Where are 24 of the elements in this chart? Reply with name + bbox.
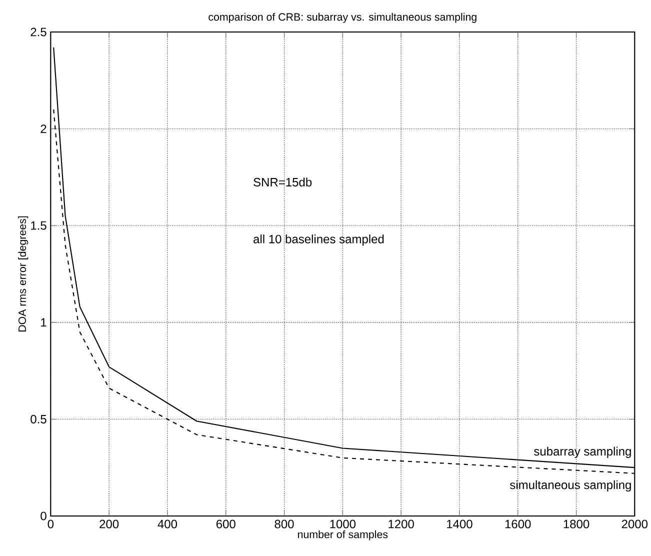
x-tick-label: 2000 bbox=[622, 520, 648, 528]
y-tick-label: 0.5 bbox=[30, 414, 46, 424]
x-tick-label: 1600 bbox=[505, 520, 531, 528]
series-label: subarray sampling bbox=[534, 446, 631, 458]
x-tick-label: 400 bbox=[158, 520, 178, 528]
x-axis-title: number of samples bbox=[298, 530, 388, 540]
chart-title: comparison of CRB: subarray vs. simultaneous sampling bbox=[208, 12, 476, 23]
annotation: all 10 baselines sampled bbox=[254, 234, 384, 246]
y-tick-label: 0 bbox=[40, 512, 46, 520]
series-label: simultaneous sampling bbox=[510, 480, 631, 492]
x-tick-label: 200 bbox=[100, 520, 119, 528]
annotation: SNR=15db bbox=[254, 178, 312, 186]
x-tick-label: 1400 bbox=[447, 520, 472, 528]
x-tick-label: 0 bbox=[48, 520, 54, 528]
x-tick-label: 1000 bbox=[330, 520, 356, 528]
x-tick-label: 800 bbox=[274, 520, 294, 528]
x-tick-label: 1200 bbox=[388, 520, 414, 528]
y-tick-label: 1.5 bbox=[31, 221, 46, 230]
y-tick-label: 2 bbox=[40, 124, 46, 133]
x-tick-label: 1800 bbox=[564, 520, 590, 528]
x-tick-label: 600 bbox=[216, 520, 236, 528]
y-tick-label: 2.5 bbox=[30, 28, 46, 36]
y-tick-label: 1 bbox=[41, 318, 46, 327]
y-axis-title: DOA rms error [degrees] bbox=[18, 216, 28, 332]
